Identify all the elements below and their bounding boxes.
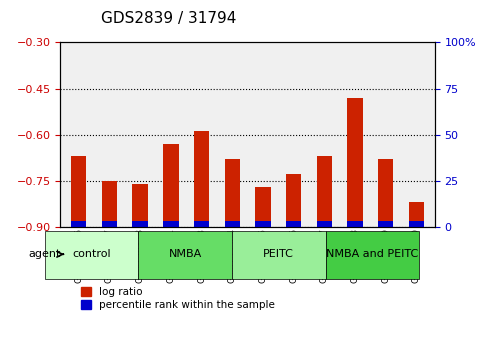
- Bar: [347, 98, 363, 227]
- Text: NMBA: NMBA: [169, 249, 202, 259]
- Bar: [71, 221, 86, 227]
- Bar: [286, 221, 301, 227]
- Text: control: control: [72, 249, 111, 259]
- Bar: [194, 131, 209, 227]
- Bar: [102, 181, 117, 227]
- Bar: [102, 221, 117, 227]
- Text: GDS2839 / 31794: GDS2839 / 31794: [101, 11, 237, 25]
- Bar: [347, 221, 363, 227]
- FancyBboxPatch shape: [45, 230, 138, 279]
- FancyBboxPatch shape: [138, 230, 232, 279]
- Bar: [409, 202, 424, 227]
- Bar: [225, 159, 240, 227]
- Text: PEITC: PEITC: [263, 249, 294, 259]
- Bar: [409, 221, 424, 227]
- Bar: [378, 221, 393, 227]
- FancyBboxPatch shape: [326, 230, 419, 279]
- Bar: [225, 221, 240, 227]
- Bar: [255, 221, 270, 227]
- Bar: [163, 221, 179, 227]
- Bar: [316, 156, 332, 227]
- Legend: log ratio, percentile rank within the sample: log ratio, percentile rank within the sa…: [81, 287, 275, 310]
- Bar: [163, 144, 179, 227]
- Bar: [255, 187, 270, 227]
- Bar: [132, 221, 148, 227]
- Text: agent: agent: [28, 249, 60, 259]
- Bar: [71, 156, 86, 227]
- Bar: [286, 175, 301, 227]
- Bar: [378, 159, 393, 227]
- FancyBboxPatch shape: [232, 230, 326, 279]
- Bar: [316, 221, 332, 227]
- Bar: [132, 184, 148, 227]
- Bar: [194, 221, 209, 227]
- Text: NMBA and PEITC: NMBA and PEITC: [326, 249, 418, 259]
